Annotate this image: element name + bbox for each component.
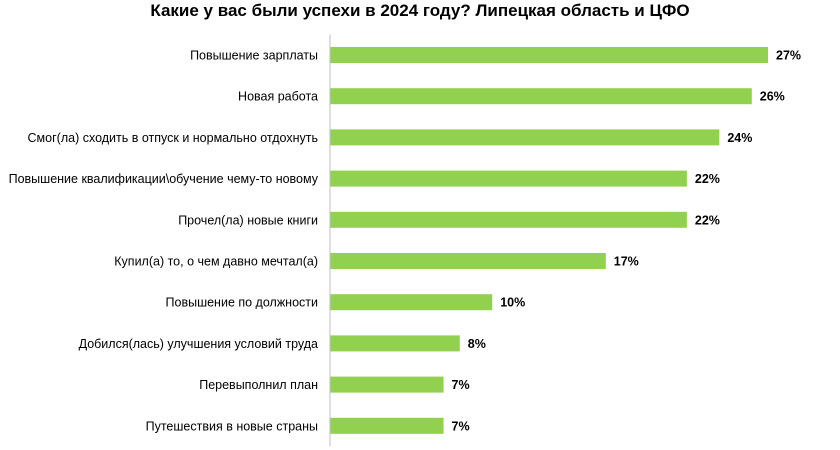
bar <box>330 376 444 393</box>
bar <box>330 170 687 187</box>
bar <box>330 88 752 105</box>
bar <box>330 211 687 228</box>
value-label: 10% <box>500 296 525 310</box>
category-label: Перевыполнил план <box>199 378 318 392</box>
category-label: Купил(а) то, о чем давно мечтал(а) <box>114 255 318 269</box>
value-label: 24% <box>727 131 752 145</box>
bar <box>330 417 444 434</box>
value-label: 8% <box>468 337 486 351</box>
category-label: Путешествия в новые страны <box>146 419 318 433</box>
bar <box>330 335 460 352</box>
category-label: Повышение квалификации\обучение чему-то … <box>9 172 319 186</box>
bar <box>330 47 768 63</box>
value-label: 27% <box>776 49 801 63</box>
value-label: 17% <box>614 255 639 269</box>
value-label: 7% <box>452 378 470 392</box>
value-label: 22% <box>695 213 720 227</box>
category-label: Добился(лась) улучшения условий труда <box>79 337 318 351</box>
category-label: Прочел(ла) новые книги <box>178 213 318 227</box>
category-label: Смог(ла) сходить в отпуск и нормально от… <box>28 131 318 145</box>
bars-layer <box>330 47 768 434</box>
value-label: 26% <box>760 90 785 104</box>
category-label: Повышение зарплаты <box>190 49 318 63</box>
bar <box>330 253 606 269</box>
category-label: Повышение по должности <box>166 296 319 310</box>
chart-title: Какие у вас были успехи в 2024 году? Лип… <box>150 1 690 20</box>
category-label: Новая работа <box>238 90 318 104</box>
bar <box>330 294 493 311</box>
labels-layer: Повышение зарплаты 27% Новая работа 26% Смог… <box>9 49 801 434</box>
value-label: 22% <box>695 172 720 186</box>
bar <box>330 129 720 146</box>
value-label: 7% <box>452 419 470 433</box>
